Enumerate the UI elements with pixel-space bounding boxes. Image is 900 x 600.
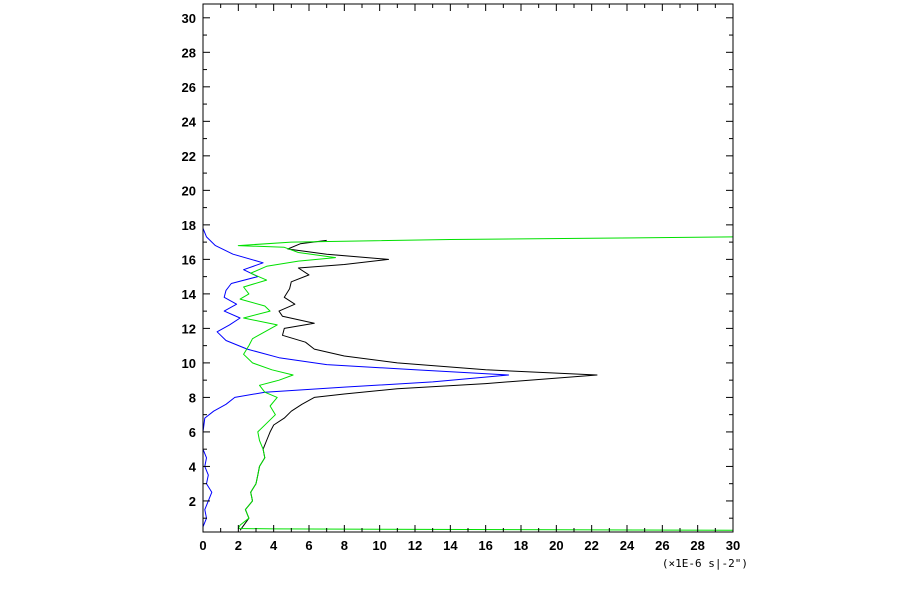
y-tick-label: 4 <box>189 459 197 474</box>
y-tick-label: 2 <box>189 494 196 509</box>
y-tick-label: 20 <box>182 183 196 198</box>
plot-frame <box>202 3 734 533</box>
x-tick-label: 2 <box>235 538 242 553</box>
x-tick-label: 6 <box>305 538 312 553</box>
y-tick-label: 10 <box>182 356 196 371</box>
y-tick-label: 28 <box>182 45 196 60</box>
y-tick-label: 8 <box>189 390 196 405</box>
x-tick-label: 14 <box>443 538 458 553</box>
x-tick-label: 24 <box>620 538 635 553</box>
axis-layer: 0 2 4 6 8 10 12 14 16 18 20 22 24 26 28 302468101214161… <box>182 4 740 553</box>
y-tick-label: 30 <box>182 11 196 26</box>
y-tick-label: 16 <box>182 252 196 267</box>
series-line-3 <box>237 236 734 531</box>
y-tick-label: 12 <box>182 321 196 336</box>
series-line-1 <box>239 239 598 531</box>
x-tick-label: 20 <box>549 538 563 553</box>
x-tick-label: 28 <box>690 538 704 553</box>
series-line-2 <box>202 228 510 527</box>
x-tick-label: 12 <box>408 538 422 553</box>
x-tick-label: 0 <box>199 538 206 553</box>
series-layer <box>202 228 734 531</box>
y-tick-label: 24 <box>182 114 197 129</box>
x-tick-label: 4 <box>270 538 278 553</box>
y-tick-label: 18 <box>182 218 196 233</box>
y-tick-label: 22 <box>182 149 196 164</box>
x-tick-label: 30 <box>726 538 740 553</box>
x-tick-label: 10 <box>372 538 386 553</box>
x-tick-label: 26 <box>655 538 669 553</box>
y-tick-label: 6 <box>189 425 196 440</box>
y-tick-label: 14 <box>182 287 197 302</box>
x-tick-label: 22 <box>584 538 598 553</box>
x-tick-label: 16 <box>478 538 492 553</box>
y-tick-label: 26 <box>182 80 196 95</box>
x-tick-label: 8 <box>341 538 348 553</box>
x-axis-unit-label: (×1E-6 s|-2") <box>662 557 748 570</box>
x-tick-label: 18 <box>514 538 528 553</box>
